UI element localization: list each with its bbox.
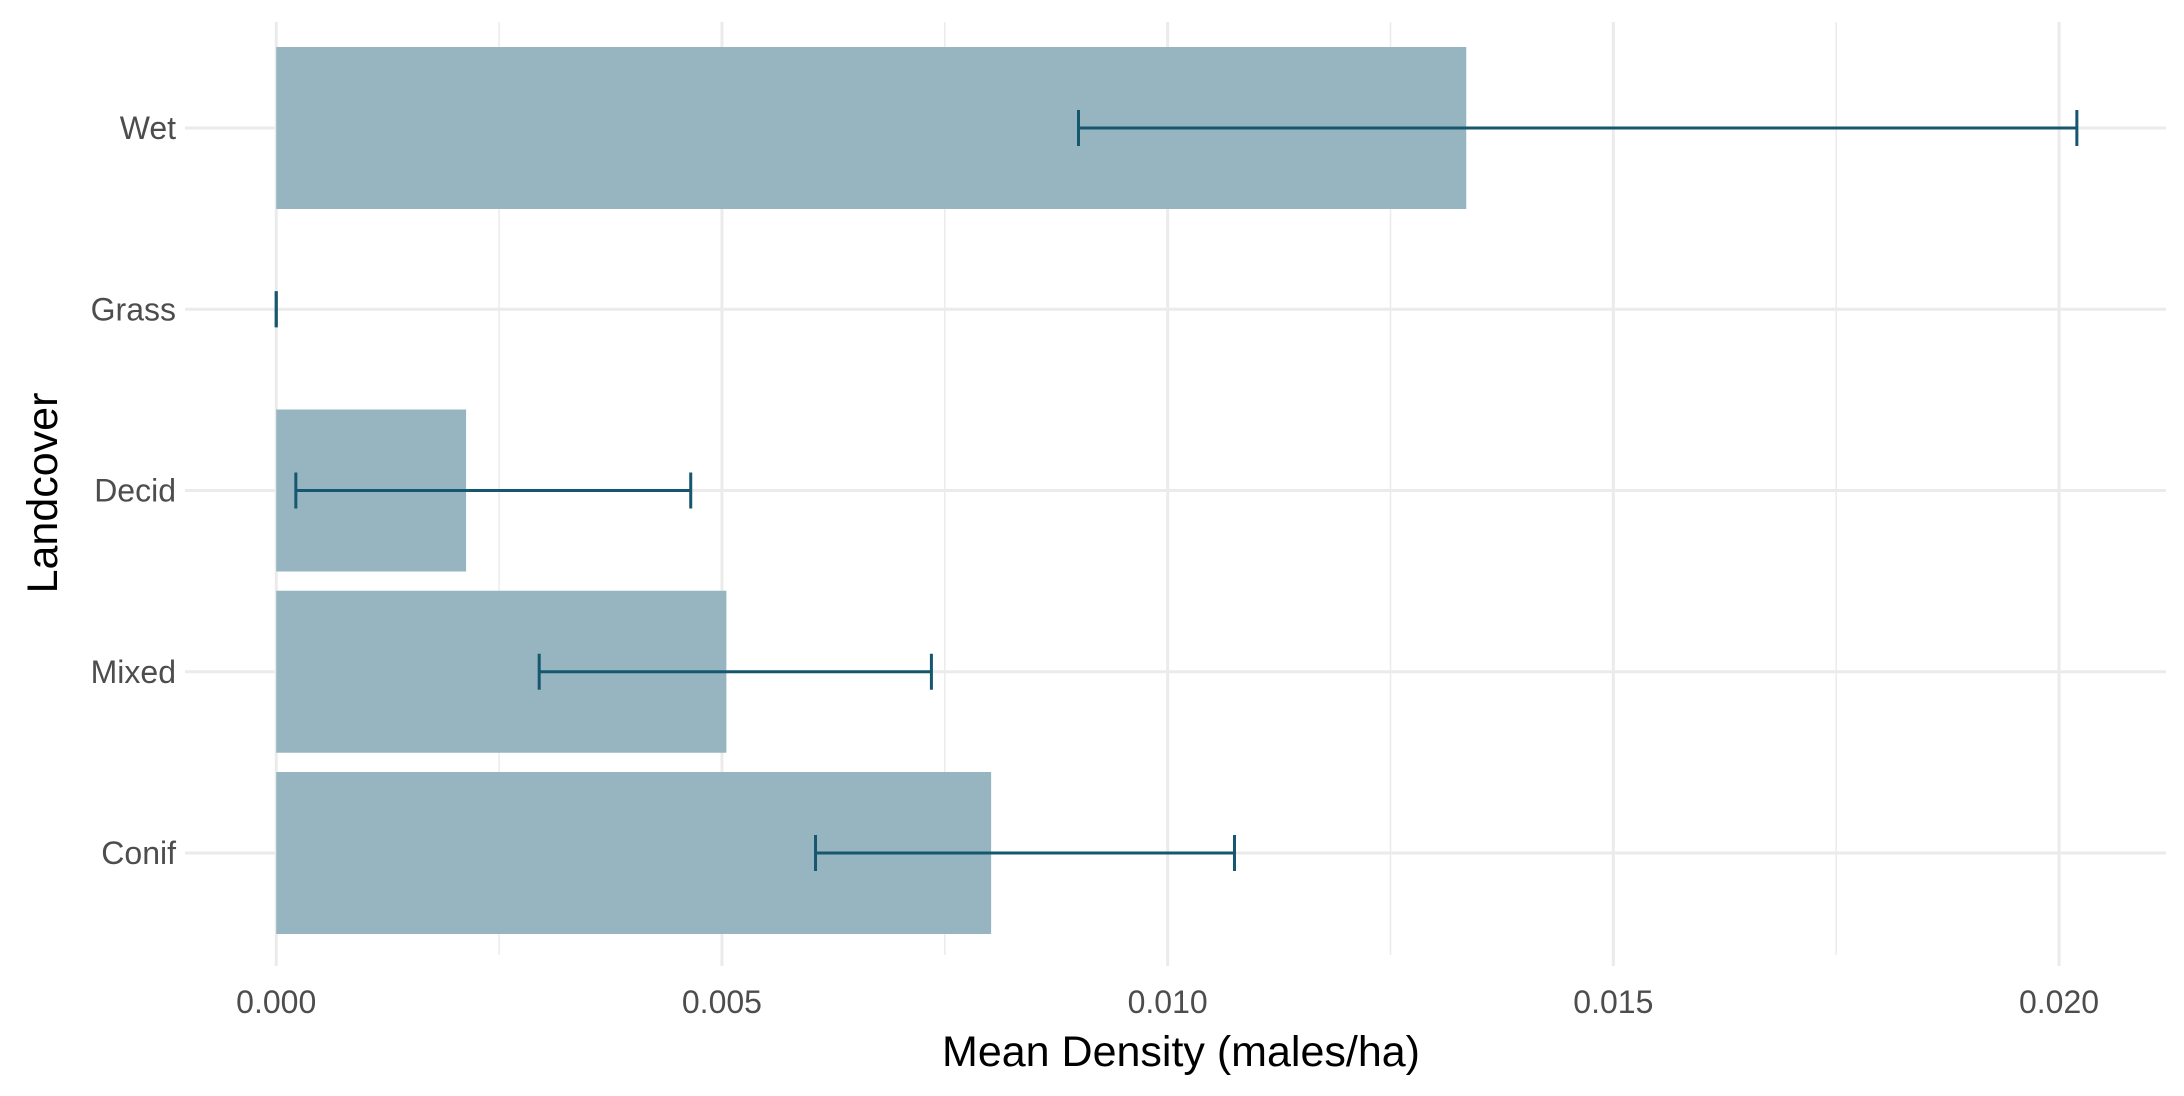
error-bar-wet bbox=[1076, 110, 2079, 146]
x-tick-label: 0.020 bbox=[2019, 984, 2099, 1020]
y-axis-title: Landcover bbox=[19, 393, 67, 594]
error-bar-mixed bbox=[537, 653, 933, 690]
x-tick-label: 0.000 bbox=[236, 984, 316, 1020]
error-bar-conif bbox=[814, 835, 1236, 871]
x-tick-label: 0.015 bbox=[1573, 984, 1653, 1020]
error-bar-decid bbox=[294, 472, 693, 509]
y-tick-label-mixed: Mixed bbox=[91, 654, 176, 690]
x-tick-label: 0.010 bbox=[1128, 984, 1208, 1020]
y-tick-label-grass: Grass bbox=[91, 291, 176, 327]
x-axis-title: Mean Density (males/ha) bbox=[942, 1028, 1420, 1076]
error-bars bbox=[274, 110, 2079, 871]
y-tick-label-conif: Conif bbox=[101, 835, 176, 871]
y-tick-label-decid: Decid bbox=[94, 473, 176, 509]
y-tick-labels: Conif Mixed Decid Grass Wet bbox=[91, 110, 196, 871]
y-tick-label-wet: Wet bbox=[120, 110, 176, 146]
x-tick-label: 0.005 bbox=[682, 984, 762, 1020]
x-tick-labels: 0.000 0.005 0.010 0.015 0.020 bbox=[236, 955, 2099, 1020]
